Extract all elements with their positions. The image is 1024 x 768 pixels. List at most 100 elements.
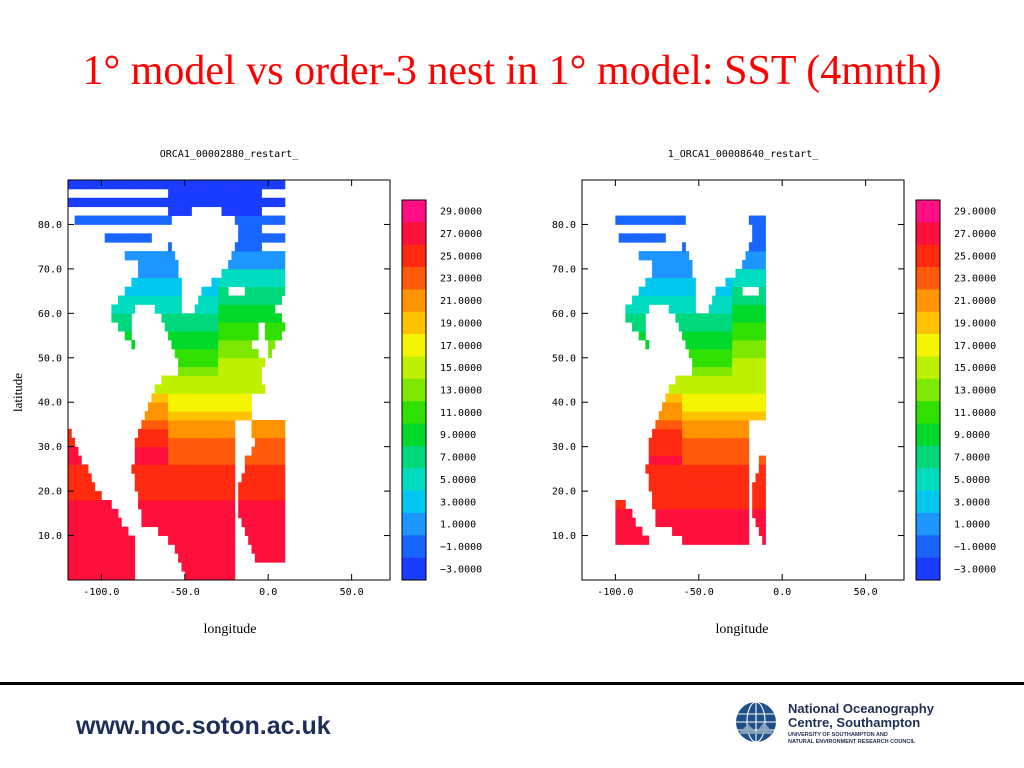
- sst-cell: [692, 402, 696, 412]
- sst-cell: [178, 553, 182, 563]
- sst-cell: [244, 313, 249, 323]
- sst-cell: [148, 197, 152, 208]
- sst-cell: [685, 473, 690, 483]
- sst-cell: [695, 526, 700, 536]
- colorbar-label: −3.0000: [440, 564, 482, 575]
- sst-cell: [254, 535, 259, 545]
- sst-cell: [248, 286, 252, 296]
- sst-cell: [154, 393, 159, 403]
- sst-cell: [618, 526, 623, 536]
- sst-cell: [705, 437, 710, 448]
- sst-cell: [214, 500, 219, 510]
- sst-cell: [218, 375, 222, 385]
- sst-cell: [238, 393, 242, 403]
- sst-cell: [201, 357, 206, 368]
- sst-cell: [685, 375, 690, 385]
- sst-cell: [745, 473, 750, 483]
- sst-cell: [84, 571, 89, 580]
- sst-cell: [268, 313, 272, 323]
- sst-cell: [128, 535, 132, 545]
- sst-cell: [148, 260, 152, 270]
- sst-cell: [755, 348, 760, 359]
- sst-cell: [278, 508, 282, 519]
- sst-cell: [692, 393, 696, 403]
- sst-cell: [91, 491, 96, 501]
- sst-cell: [742, 384, 746, 394]
- sst-cell: [695, 473, 700, 483]
- sst-cell: [274, 268, 279, 279]
- sst-cell: [652, 277, 656, 288]
- sst-cell: [705, 322, 710, 332]
- sst-cell: [218, 482, 222, 492]
- sst-cell: [141, 455, 146, 465]
- sst-cell: [244, 286, 249, 296]
- sst-cell: [258, 384, 262, 394]
- sst-cell: [201, 366, 206, 376]
- sst-cell: [178, 402, 182, 412]
- sst-cell: [708, 473, 713, 483]
- sst-cell: [685, 420, 690, 430]
- sst-cell: [164, 393, 169, 403]
- sst-cell: [271, 482, 276, 492]
- sst-cell: [688, 446, 693, 456]
- sst-cell: [258, 286, 262, 296]
- sst-cell: [88, 482, 92, 492]
- sst-cell: [244, 464, 249, 474]
- sst-cell: [184, 180, 189, 190]
- sst-cell: [715, 535, 720, 545]
- sst-cell: [762, 233, 766, 243]
- sst-cell: [685, 455, 690, 465]
- sst-cell: [168, 197, 172, 208]
- sst-cell: [702, 313, 706, 323]
- sst-cell: [84, 464, 89, 474]
- colorbar-label: 25.0000: [954, 251, 996, 262]
- sst-cell: [231, 295, 236, 305]
- sst-cell: [705, 331, 710, 341]
- sst-cell: [718, 455, 723, 465]
- sst-cell: [732, 535, 736, 545]
- sst-cell: [178, 188, 182, 199]
- sst-cell: [658, 508, 663, 519]
- sst-cell: [258, 437, 262, 448]
- y-tick-label: 70.0: [552, 264, 576, 275]
- sst-cell: [81, 215, 86, 225]
- sst-cell: [251, 348, 256, 359]
- sst-cell: [658, 455, 663, 465]
- footer-url-link[interactable]: www.noc.soton.ac.uk: [76, 712, 331, 740]
- sst-cell: [171, 535, 176, 545]
- sst-cell: [745, 384, 750, 394]
- sst-cell: [208, 286, 212, 296]
- sst-cell: [194, 482, 199, 492]
- sst-cell: [762, 491, 766, 501]
- sst-cell: [718, 322, 723, 332]
- sst-cell: [148, 482, 152, 492]
- sst-cell: [81, 535, 86, 545]
- sst-cell: [228, 437, 232, 448]
- sst-cell: [198, 508, 202, 519]
- sst-cell: [211, 357, 216, 368]
- sst-cell: [171, 402, 176, 412]
- sst-cell: [131, 233, 136, 243]
- sst-cell: [658, 411, 663, 421]
- sst-cell: [645, 535, 650, 545]
- sst-cell: [224, 455, 229, 465]
- sst-cell: [241, 482, 246, 492]
- sst-cell: [154, 295, 159, 305]
- sst-cell: [68, 517, 72, 528]
- sst-cell: [188, 180, 192, 190]
- sst-cell: [218, 508, 222, 519]
- sst-cell: [675, 215, 680, 225]
- sst-cell: [668, 268, 673, 279]
- sst-cell: [692, 428, 696, 439]
- sst-cell: [615, 500, 620, 510]
- sst-cell: [224, 517, 229, 528]
- sst-cell: [208, 313, 212, 323]
- sst-cell: [762, 402, 766, 412]
- sst-cell: [705, 526, 710, 536]
- sst-cell: [705, 473, 710, 483]
- colorbar-swatch: [916, 222, 940, 246]
- sst-cell: [758, 304, 763, 314]
- sst-cell: [214, 313, 219, 323]
- sst-cell: [742, 517, 746, 528]
- sst-cell: [622, 517, 626, 528]
